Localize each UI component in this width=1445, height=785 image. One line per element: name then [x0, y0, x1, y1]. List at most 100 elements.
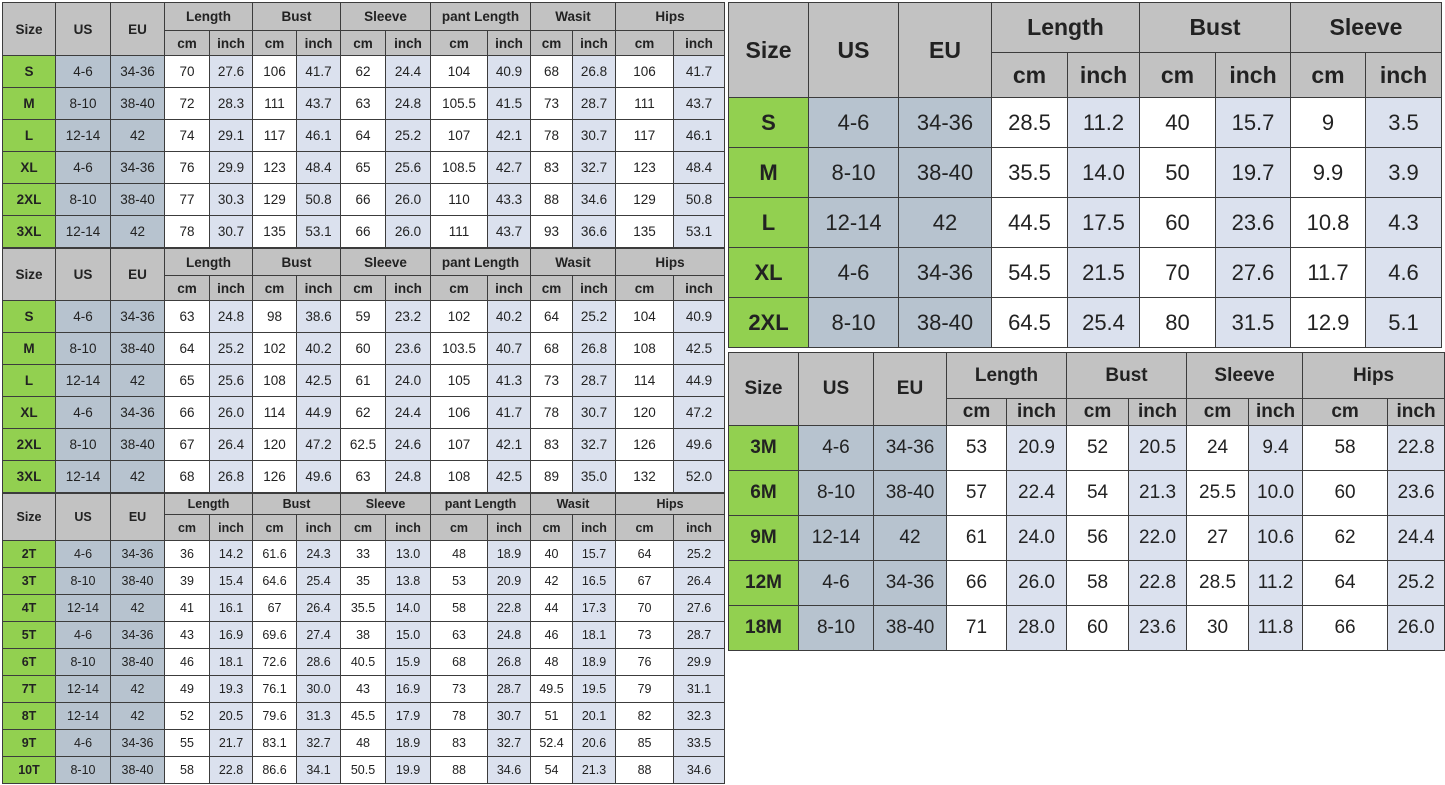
- table-row: L 12-14 42 74 29.1 117 46.1 64 25.2 107 42.1 78 30.7…: [2, 119, 726, 152]
- measurement-cm-cell: 88: [615, 756, 675, 784]
- table-row: S 4-6 34-36 70 27.6 106 41.7 62 24.4 104 40.9 68 26.…: [2, 55, 726, 88]
- unit-header-inch: inch: [209, 30, 253, 56]
- measurement-cm-cell: 106: [430, 396, 489, 429]
- measurement-cm-cell: 54.5: [991, 247, 1068, 298]
- measurement-cm-cell: 24: [1186, 425, 1250, 471]
- measurement-cm-cell: 51: [530, 702, 574, 730]
- measurement-inch-cell: 20.9: [1005, 425, 1068, 471]
- eu-size-cell: 38-40: [898, 147, 992, 198]
- table-row: 4T 12-14 42 41 16.1 67 26.4 35.5 14.0 58 22.8 44 17.…: [2, 594, 726, 622]
- eu-size-cell: 38-40: [110, 87, 165, 120]
- unit-header-cm: cm: [164, 30, 210, 56]
- measurement-cm-cell: 58: [430, 594, 489, 622]
- measurement-inch-cell: 14.0: [385, 594, 432, 622]
- us-size-cell: 12-14: [55, 675, 111, 703]
- measurement-cm-cell: 59: [340, 300, 386, 333]
- measurement-cm-cell: 73: [430, 675, 489, 703]
- size-table-toddler: Size US EU Length Bust Sleeve pant Length Wasit…: [2, 493, 726, 784]
- column-group-header: Wasit: [530, 248, 617, 276]
- measurement-cm-cell: 45.5: [340, 702, 387, 730]
- measurement-inch-cell: 20.5: [208, 702, 254, 730]
- measurement-cm-cell: 76: [615, 648, 675, 676]
- table-row: 8T 12-14 42 52 20.5 79.6 31.3 45.5 17.9 78 30.7 51 2…: [2, 702, 726, 730]
- size-cell: 8T: [2, 702, 56, 730]
- measurement-inch-cell: 23.6: [1387, 470, 1445, 516]
- measurement-inch-cell: 49.6: [673, 428, 726, 461]
- unit-header-inch: inch: [1215, 52, 1291, 98]
- measurement-cm-cell: 35.5: [340, 594, 387, 622]
- column-group-header: Sleeve: [339, 248, 432, 276]
- column-group-header: Length: [945, 352, 1068, 399]
- table-row: 9T 4-6 34-36 55 21.7 83.1 32.7 48 18.9 83 32.7 52.4…: [2, 729, 726, 757]
- measurement-cm-cell: 49.5: [530, 675, 574, 703]
- measurement-inch-cell: 23.2: [384, 300, 432, 333]
- measurement-inch-cell: 28.7: [673, 621, 726, 649]
- measurement-inch-cell: 40.2: [296, 332, 341, 365]
- measurement-cm-cell: 40.5: [340, 648, 387, 676]
- unit-header-inch: inch: [384, 275, 432, 301]
- measurement-cm-cell: 64: [530, 300, 574, 333]
- measurement-inch-cell: 18.1: [208, 648, 254, 676]
- measurement-inch-cell: 31.5: [1215, 297, 1291, 348]
- measurement-cm-cell: 62: [340, 396, 386, 429]
- measurement-inch-cell: 40.7: [487, 332, 532, 365]
- measurement-inch-cell: 4.3: [1365, 197, 1442, 248]
- measurement-inch-cell: 15.7: [572, 540, 617, 568]
- unit-header-inch: inch: [208, 514, 254, 541]
- measurement-inch-cell: 42.1: [487, 119, 532, 152]
- measurement-inch-cell: 25.6: [384, 151, 432, 184]
- measurement-inch-cell: 30.0: [296, 675, 342, 703]
- measurement-cm-cell: 12.9: [1290, 297, 1366, 348]
- unit-header-cm: cm: [530, 30, 574, 56]
- measurement-cm-cell: 42: [530, 567, 574, 595]
- measurement-inch-cell: 14.2: [208, 540, 254, 568]
- column-group-header: Sleeve: [1186, 352, 1304, 399]
- eu-size-cell: 38-40: [110, 756, 165, 784]
- measurement-cm-cell: 62: [340, 55, 386, 88]
- unit-header-inch: inch: [673, 275, 726, 301]
- measurement-cm-cell: 86.6: [252, 756, 298, 784]
- measurement-cm-cell: 129: [615, 183, 675, 216]
- unit-header-inch: inch: [572, 275, 617, 301]
- measurement-cm-cell: 58: [1302, 425, 1389, 471]
- eu-size-cell: 42: [110, 675, 165, 703]
- measurement-cm-cell: 120: [615, 396, 675, 429]
- measurement-inch-cell: 3.5: [1365, 97, 1442, 148]
- us-size-cell: 12-14: [55, 460, 111, 493]
- measurement-cm-cell: 98: [252, 300, 297, 333]
- measurement-inch-cell: 16.5: [572, 567, 617, 595]
- measurement-cm-cell: 49: [164, 675, 210, 703]
- measurement-cm-cell: 64.5: [991, 297, 1068, 348]
- unit-header-inch: inch: [1248, 398, 1304, 426]
- size-cell: 2XL: [728, 297, 809, 348]
- size-cell: 2T: [2, 540, 56, 568]
- measurement-inch-cell: 17.5: [1067, 197, 1140, 248]
- eu-size-cell: 42: [873, 515, 947, 561]
- measurement-cm-cell: 68: [430, 648, 489, 676]
- measurement-inch-cell: 22.4: [1005, 470, 1068, 516]
- measurement-inch-cell: 13.8: [385, 567, 432, 595]
- measurement-inch-cell: 42.5: [487, 460, 532, 493]
- table-row: M 8-10 38-40 72 28.3 111 43.7 63 24.8 105.5 41.5 73…: [2, 87, 726, 120]
- eu-size-cell: 34-36: [873, 425, 947, 471]
- measurement-cm-cell: 35: [340, 567, 387, 595]
- measurement-cm-cell: 48: [530, 648, 574, 676]
- eu-size-cell: 42: [110, 215, 165, 248]
- unit-header-inch: inch: [1067, 52, 1140, 98]
- measurement-cm-cell: 11.7: [1290, 247, 1366, 298]
- unit-header-cm: cm: [164, 514, 210, 541]
- unit-header-inch: inch: [384, 30, 432, 56]
- us-size-cell: 8-10: [55, 648, 111, 676]
- measurement-cm-cell: 103.5: [430, 332, 489, 365]
- size-cell: 3XL: [2, 460, 56, 493]
- us-size-cell: 4-6: [55, 55, 111, 88]
- eu-size-cell: 42: [898, 197, 992, 248]
- unit-header-cm: cm: [530, 514, 574, 541]
- unit-header-cm: cm: [1066, 398, 1130, 426]
- measurement-inch-cell: 24.8: [487, 621, 532, 649]
- size-cell: 2XL: [2, 183, 56, 216]
- unit-header-inch: inch: [209, 275, 253, 301]
- column-header-us: US: [55, 248, 111, 301]
- measurement-inch-cell: 18.9: [385, 729, 432, 757]
- measurement-inch-cell: 43.3: [487, 183, 532, 216]
